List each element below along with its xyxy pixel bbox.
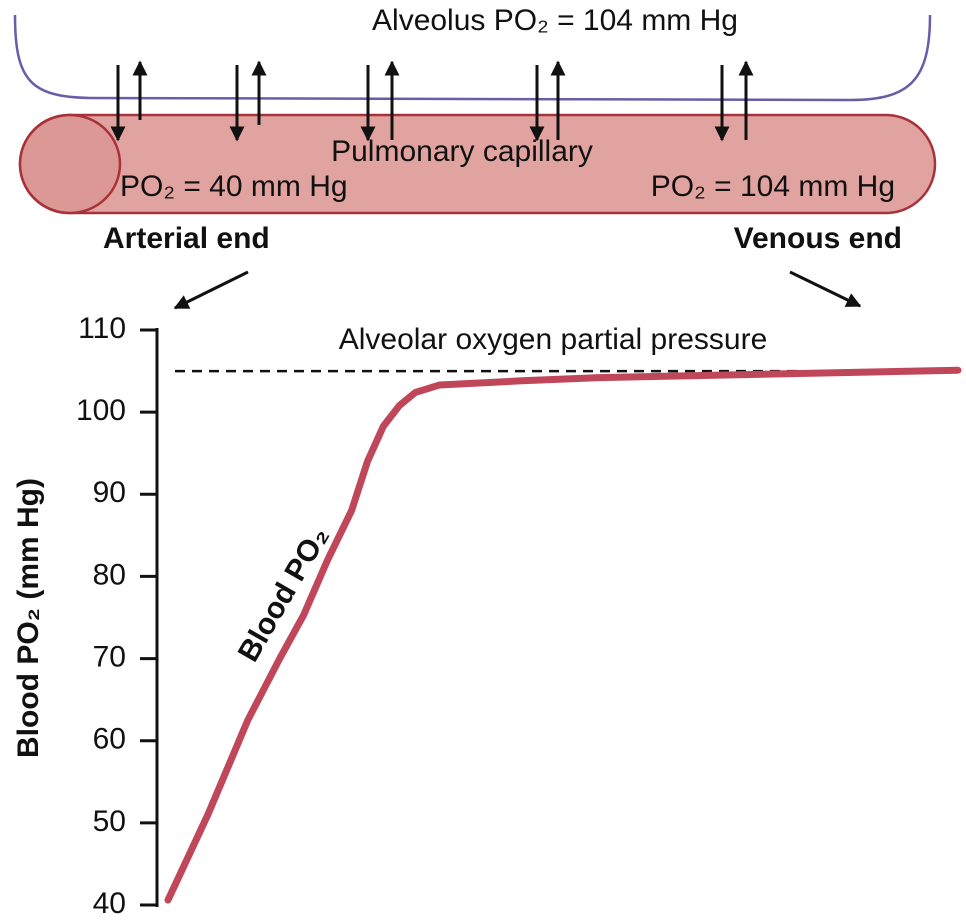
y-tick-label: 110 xyxy=(78,312,126,345)
y-tick-label: 40 xyxy=(93,887,126,920)
alveolus-wall xyxy=(13,14,932,102)
y-tick-label: 100 xyxy=(76,394,126,427)
arterial-po2: PO₂ = 40 mm Hg xyxy=(120,170,348,203)
arterial-end: Arterial end xyxy=(103,222,270,255)
venous-po2: PO₂ = 104 mm Hg xyxy=(651,170,895,203)
alveolus-label: Alveolus PO₂ = 104 mm Hg xyxy=(372,4,738,37)
capillary-end xyxy=(18,113,122,215)
annotation: Alveolar oxygen partial pressure xyxy=(339,323,768,356)
y-tick-label: 90 xyxy=(93,476,126,509)
y-tick-label: 80 xyxy=(93,558,126,591)
capillary-label: Pulmonary capillary xyxy=(331,135,593,168)
y-tick-label: 60 xyxy=(93,723,126,756)
series-line xyxy=(164,366,962,904)
y-tick-label: 70 xyxy=(93,640,126,673)
y-tick-label: 50 xyxy=(93,805,126,838)
venous-end: Venous end xyxy=(734,222,902,255)
y-axis-title: Blood PO₂ (mm Hg) xyxy=(12,478,45,758)
diffusion-arrows xyxy=(110,60,862,310)
